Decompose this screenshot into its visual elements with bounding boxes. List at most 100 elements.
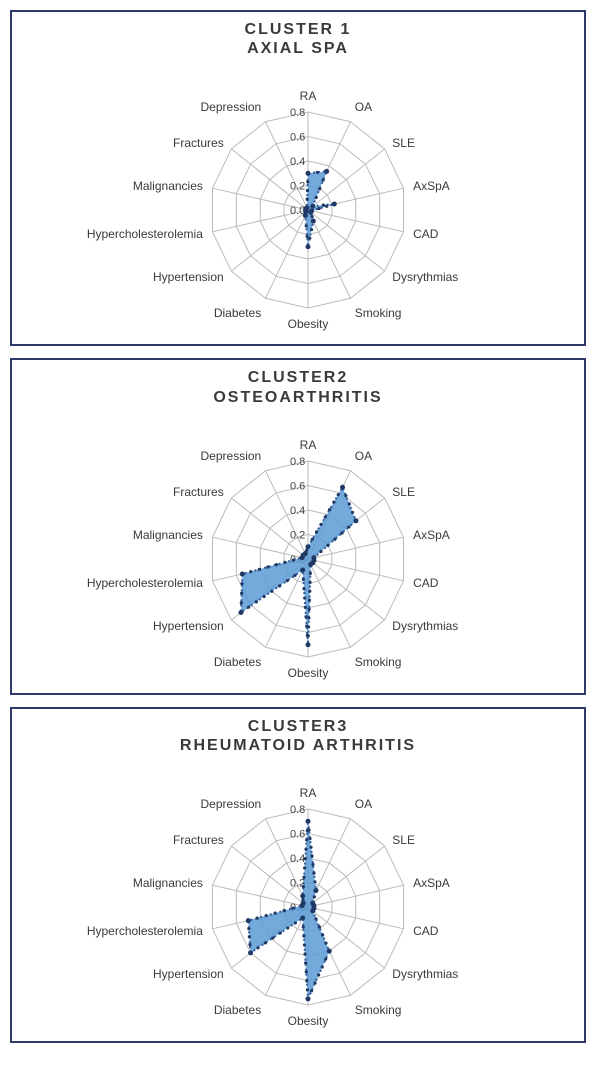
axis-label: CAD xyxy=(413,227,439,241)
tick-label: 0.8 xyxy=(290,804,305,816)
edge-dot xyxy=(278,584,281,587)
edge-dot xyxy=(322,179,325,182)
edge-dot xyxy=(248,943,251,946)
edge-dot xyxy=(302,578,305,581)
data-marker xyxy=(306,245,311,250)
axis-label: RA xyxy=(300,786,317,800)
title-line1: CLUSTER2 xyxy=(248,369,348,386)
edge-dot xyxy=(313,880,316,883)
data-marker xyxy=(332,202,337,207)
edge-dot xyxy=(303,596,306,599)
axis-label: Fractures xyxy=(173,136,224,150)
edge-dot xyxy=(316,171,319,174)
data-marker xyxy=(238,610,243,615)
edge-dot xyxy=(293,573,296,576)
edge-dot xyxy=(305,225,308,228)
edge-dot xyxy=(310,854,313,857)
edge-dot xyxy=(306,988,309,991)
edge-dot xyxy=(308,237,311,240)
edge-dot xyxy=(303,952,306,955)
edge-dot xyxy=(247,605,250,608)
edge-dot xyxy=(310,228,313,231)
axis-label: Fractures xyxy=(173,833,224,847)
axis-label: Hypertension xyxy=(153,967,224,981)
axis-label: OA xyxy=(355,449,372,463)
edge-dot xyxy=(292,558,295,561)
data-marker xyxy=(300,894,305,899)
edge-dot xyxy=(291,907,294,910)
edge-dot xyxy=(307,616,310,619)
radar-chart: 0.00.20.40.60.8RAOASLEAxSpACADDysrythmia… xyxy=(18,60,578,340)
axis-label: Malignancies xyxy=(133,179,203,193)
edge-dot xyxy=(318,925,321,928)
tick-label: 0.8 xyxy=(290,456,305,468)
edge-dot xyxy=(319,550,322,553)
edge-dot xyxy=(256,917,259,920)
axis-label: AxSpA xyxy=(413,528,450,542)
edge-dot xyxy=(324,942,327,945)
edge-dot xyxy=(306,235,309,238)
edge-dot xyxy=(265,914,268,917)
data-marker xyxy=(240,571,245,576)
data-marker xyxy=(311,219,316,224)
edge-dot xyxy=(258,567,261,570)
edge-dot xyxy=(304,606,307,609)
axis-label: Diabetes xyxy=(214,655,261,669)
title-line1: CLUSTER 1 xyxy=(245,21,352,38)
tick-label: 0.2 xyxy=(290,181,305,193)
edge-dot xyxy=(305,838,308,841)
edge-dot xyxy=(304,615,307,618)
edge-dot xyxy=(304,848,307,851)
edge-dot xyxy=(240,591,243,594)
tick-label: 0.8 xyxy=(290,107,305,119)
axis-label: SLE xyxy=(392,136,415,150)
edge-dot xyxy=(311,863,314,866)
chart-title: CLUSTER 1AXIAL SPA xyxy=(12,20,584,58)
data-marker xyxy=(300,916,305,921)
axis-label: Hypercholesterolemia xyxy=(87,227,203,241)
edge-dot xyxy=(310,210,313,213)
edge-dot xyxy=(248,935,251,938)
edge-dot xyxy=(302,926,305,929)
edge-dot xyxy=(344,494,347,497)
axis-label: Dysrythmias xyxy=(392,619,458,633)
edge-dot xyxy=(304,857,307,860)
data-marker xyxy=(306,819,311,824)
edge-dot xyxy=(274,912,277,915)
axis-label: AxSpA xyxy=(413,876,450,890)
edge-dot xyxy=(318,188,321,191)
axis-label: Obesity xyxy=(288,666,329,680)
grid-spoke xyxy=(265,210,308,298)
edge-dot xyxy=(301,903,304,906)
edge-dot xyxy=(351,511,354,514)
edge-dot xyxy=(308,580,311,583)
tick-label: 0.4 xyxy=(290,156,305,168)
axis-label: AxSpA xyxy=(413,179,450,193)
edge-dot xyxy=(305,207,308,210)
chart-panel: CLUSTER3RHEUMATOID ARTHRITIS0.00.20.40.6… xyxy=(10,707,586,1043)
edge-dot xyxy=(279,931,282,934)
edge-dot xyxy=(324,515,327,518)
edge-dot xyxy=(319,523,322,526)
data-marker xyxy=(340,485,345,490)
axis-label: Dysrythmias xyxy=(392,967,458,981)
edge-dot xyxy=(302,876,305,879)
edge-dot xyxy=(303,552,306,555)
title-line1: CLUSTER3 xyxy=(248,718,348,735)
edge-dot xyxy=(321,934,324,937)
edge-dot xyxy=(309,846,312,849)
tick-label: 0.2 xyxy=(290,529,305,541)
edge-dot xyxy=(302,885,305,888)
axis-label: CAD xyxy=(413,576,439,590)
edge-dot xyxy=(315,530,318,533)
data-marker xyxy=(313,888,318,893)
axis-label: Diabetes xyxy=(214,1003,261,1017)
axis-label: RA xyxy=(300,438,317,452)
axis-label: Dysrythmias xyxy=(392,271,458,285)
axis-label: Hypertension xyxy=(153,271,224,285)
axis-label: OA xyxy=(355,100,372,114)
edge-dot xyxy=(332,500,335,503)
edge-dot xyxy=(305,979,308,982)
edge-dot xyxy=(240,582,243,585)
radar-chart: 0.00.20.40.60.8RAOASLEAxSpACADDysrythmia… xyxy=(18,757,578,1037)
